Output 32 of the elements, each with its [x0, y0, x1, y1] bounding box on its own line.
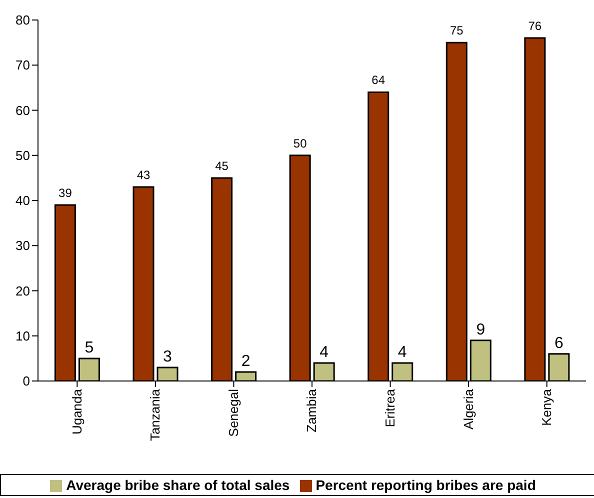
legend-label: Average bribe share of total sales	[66, 477, 290, 493]
x-tick-label: Tanzania	[148, 388, 163, 442]
x-tick-label: Uganda	[69, 388, 84, 435]
y-tick-label: 80	[16, 12, 30, 28]
data-label: 64	[372, 73, 386, 88]
y-tick-label: 30	[16, 238, 30, 254]
x-tick-label: Senegal	[226, 388, 241, 437]
data-label: 43	[136, 168, 151, 182]
data-label: 5	[84, 339, 94, 356]
data-label: 76	[528, 19, 542, 34]
data-label: 9	[476, 321, 486, 338]
y-tick-label: 50	[16, 148, 30, 163]
data-label: 6	[554, 334, 564, 352]
x-tick-label: Kenya	[539, 388, 554, 426]
y-tick-label: 40	[16, 193, 30, 208]
x-tick-label: Algeria	[460, 388, 476, 430]
data-label: 3	[163, 348, 172, 366]
y-tick-label: 20	[16, 283, 30, 298]
legend-label: Percent reporting bribes are paid	[316, 477, 536, 493]
data-label: 4	[320, 344, 329, 361]
data-label: 39	[58, 186, 72, 200]
data-label: 50	[293, 136, 308, 150]
data-label: 75	[450, 24, 464, 38]
x-tick-label: Eritrea	[382, 388, 398, 428]
y-tick-label: 10	[16, 328, 30, 344]
y-tick-label: 0	[22, 374, 30, 389]
y-tick-label: 60	[16, 102, 30, 118]
data-label: 2	[241, 352, 250, 370]
data-label: 45	[215, 158, 229, 173]
y-tick-label: 70	[16, 58, 30, 73]
x-tick-label: Zambia	[304, 388, 320, 432]
data-label: 4	[398, 344, 407, 361]
